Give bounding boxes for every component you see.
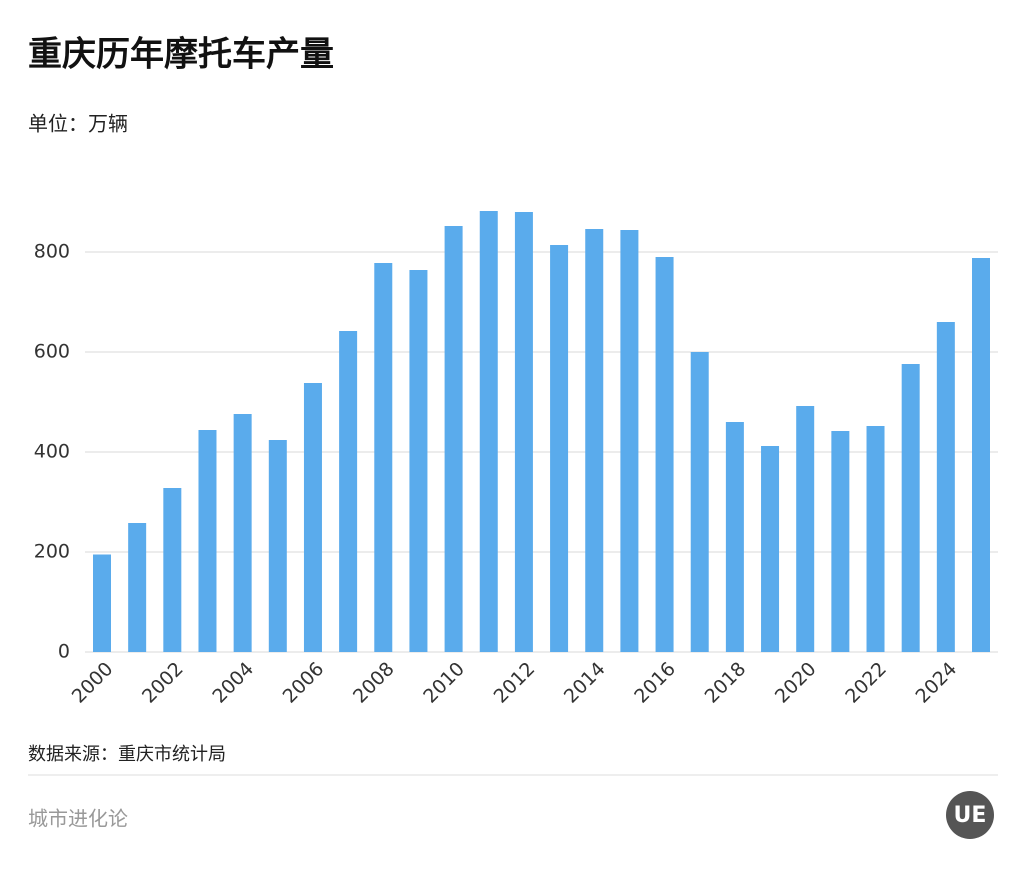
x-tick-label: 2022 — [841, 658, 891, 708]
bar — [444, 226, 463, 652]
bar — [233, 414, 252, 652]
bar — [725, 422, 744, 652]
logo-text: UE — [954, 803, 987, 828]
bar — [866, 426, 885, 652]
bar — [374, 263, 393, 652]
bar — [163, 488, 182, 652]
x-tick-label: 2002 — [138, 658, 188, 708]
x-tick-label: 2018 — [701, 658, 751, 708]
bar — [936, 322, 955, 652]
x-tick-label: 2008 — [349, 658, 399, 708]
y-tick-label: 800 — [34, 241, 70, 263]
y-tick-label: 600 — [34, 341, 70, 363]
bar — [655, 257, 674, 652]
x-tick-label: 2016 — [630, 658, 680, 708]
x-tick-label: 2014 — [560, 658, 610, 708]
chart-title: 重庆历年摩托车产量 — [28, 35, 334, 75]
bar — [128, 523, 147, 652]
bar — [972, 258, 990, 652]
source-note: 数据来源：重庆市统计局 — [28, 744, 226, 765]
bar — [796, 406, 815, 652]
bar — [409, 270, 428, 652]
y-tick-label: 0 — [58, 641, 70, 663]
x-tick-label: 2006 — [279, 658, 329, 708]
logo-circle — [946, 791, 994, 839]
bar — [761, 446, 780, 652]
x-tick-label: 2010 — [419, 658, 469, 708]
bar — [303, 383, 322, 652]
bar — [831, 431, 850, 652]
x-tick-label: 2024 — [912, 658, 962, 708]
bar — [690, 352, 709, 652]
bar — [585, 229, 604, 652]
x-tick-label: 2004 — [208, 658, 258, 708]
x-tick-label: 2000 — [68, 658, 118, 708]
x-tick-label: 2020 — [771, 658, 821, 708]
bar — [514, 212, 533, 652]
footer-brand: 城市进化论 — [28, 807, 128, 831]
bar — [339, 331, 358, 652]
x-tick-label: 2012 — [490, 658, 540, 708]
bar — [620, 230, 639, 652]
bar — [268, 440, 287, 652]
y-tick-label: 400 — [34, 441, 70, 463]
bar — [198, 430, 217, 652]
bar — [93, 554, 111, 652]
y-tick-label: 200 — [34, 541, 70, 563]
bar — [901, 364, 920, 652]
bar — [550, 245, 569, 652]
chart-subtitle: 单位：万辆 — [28, 112, 128, 136]
bar — [479, 211, 498, 652]
